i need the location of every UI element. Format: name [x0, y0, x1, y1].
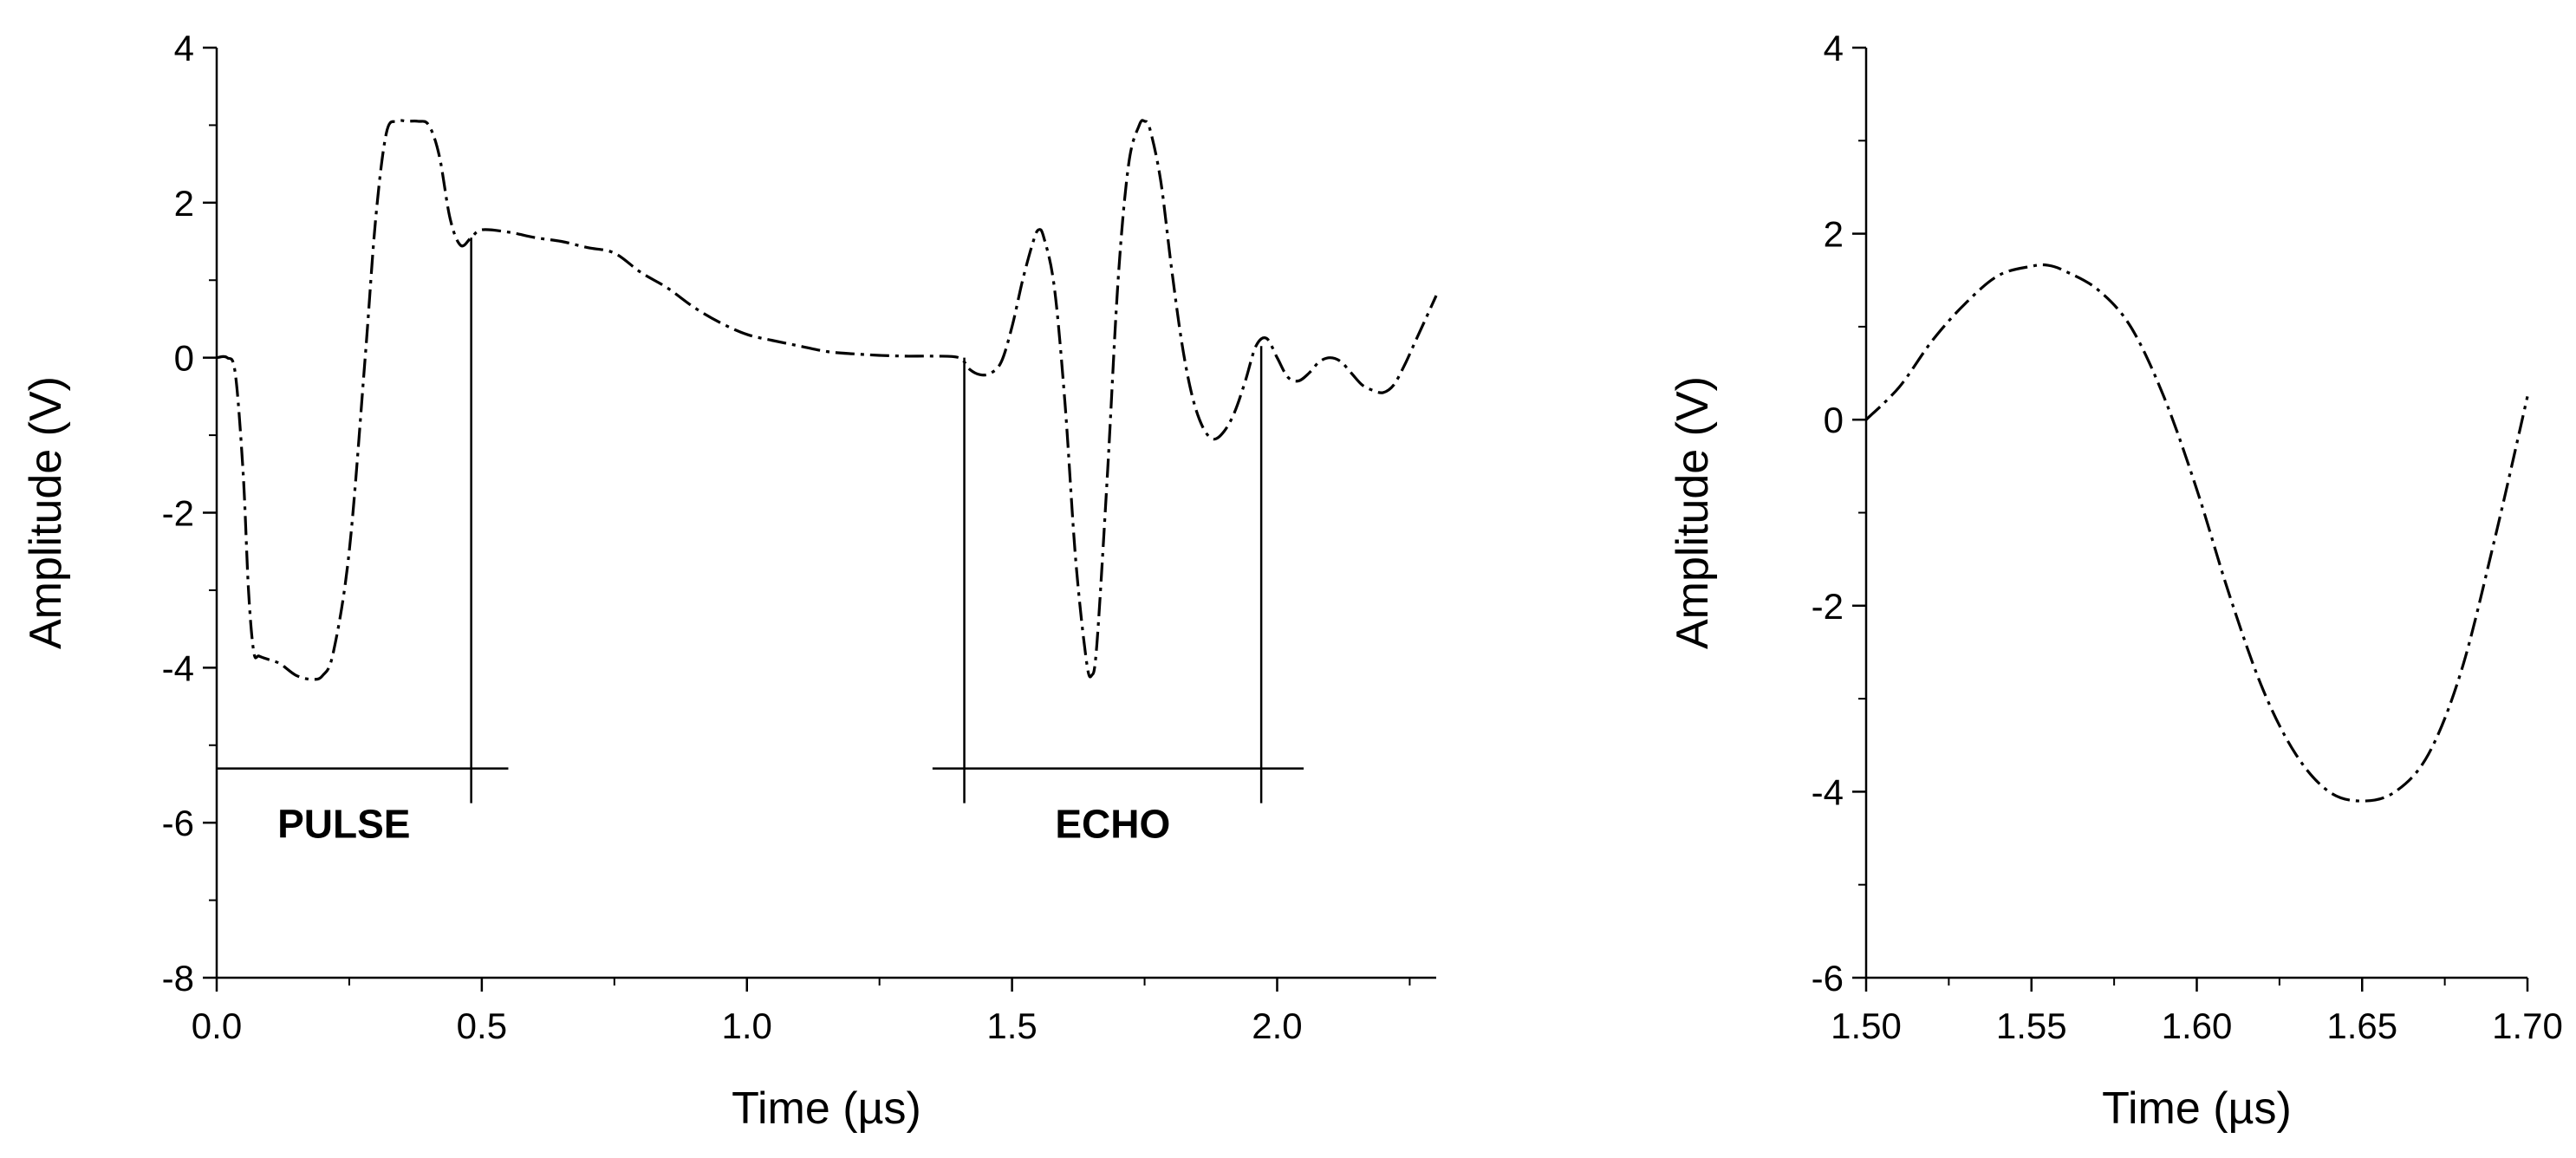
left-y-tick-label: 0: [174, 338, 194, 379]
right-y-tick-label: 0: [1824, 400, 1844, 440]
left-y-tick-label: -2: [162, 493, 194, 534]
pulse-label: PULSE: [277, 802, 410, 847]
right-y-axis-title: Amplitude (V): [1668, 376, 1718, 649]
left-y-axis-title: Amplitude (V): [21, 376, 71, 649]
left-x-axis-title: Time (µs): [732, 1083, 921, 1134]
echo-label: ECHO: [1055, 802, 1170, 847]
left-x-tick-label: 0.0: [192, 1005, 242, 1046]
right-x-tick-label: 1.60: [2162, 1005, 2233, 1046]
right-x-axis-title: Time (µs): [2102, 1083, 2292, 1134]
right-x-tick-label: 1.50: [1831, 1005, 1902, 1046]
left-x-tick-label: 2.0: [1252, 1005, 1302, 1046]
right-series-line: [1864, 263, 2529, 803]
pulse-echo-chart: 0.0 0.5 1.0 1.5 2.0 -8 -6 -4 -2 0 2 4 Time (µs) Ampli…: [21, 28, 1438, 1134]
left-y-tick-label: -8: [162, 958, 194, 999]
left-x-tick-label: 1.5: [986, 1005, 1037, 1046]
right-y-tick-label: -4: [1812, 771, 1844, 812]
right-y-tick-label: -6: [1812, 958, 1844, 999]
left-y-tick-label: 2: [174, 183, 194, 224]
left-y-tick-label: 4: [174, 28, 194, 68]
left-x-tick-label: 0.5: [457, 1005, 507, 1046]
right-x-tick-label: 1.70: [2492, 1005, 2563, 1046]
left-x-tick-label: 1.0: [722, 1005, 772, 1046]
right-x-tick-label: 1.55: [1996, 1005, 2067, 1046]
echo-zoom-chart: 1.50 1.55 1.60 1.65 1.70 -6 -4 -2 0 2 4 Time (µs) Am…: [1668, 28, 2563, 1134]
left-series-line: [216, 119, 1438, 681]
left-y-tick-label: -4: [162, 647, 194, 688]
right-y-tick-label: -2: [1812, 586, 1844, 627]
left-y-tick-label: -6: [162, 803, 194, 843]
right-y-tick-label: 2: [1824, 214, 1844, 255]
right-x-tick-label: 1.65: [2326, 1005, 2397, 1046]
right-y-tick-label: 4: [1824, 28, 1844, 68]
